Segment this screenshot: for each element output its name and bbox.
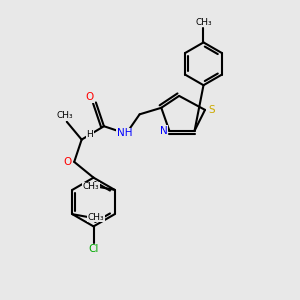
Text: CH₃: CH₃ xyxy=(82,182,99,191)
Text: S: S xyxy=(208,105,215,115)
Text: CH₃: CH₃ xyxy=(57,111,74,120)
Text: H: H xyxy=(87,130,93,139)
Text: CH₃: CH₃ xyxy=(195,18,212,27)
Text: CH₃: CH₃ xyxy=(88,213,104,222)
Text: O: O xyxy=(86,92,94,102)
Text: Cl: Cl xyxy=(88,244,99,254)
Text: N: N xyxy=(160,126,168,136)
Text: NH: NH xyxy=(117,128,133,138)
Text: O: O xyxy=(64,157,72,167)
